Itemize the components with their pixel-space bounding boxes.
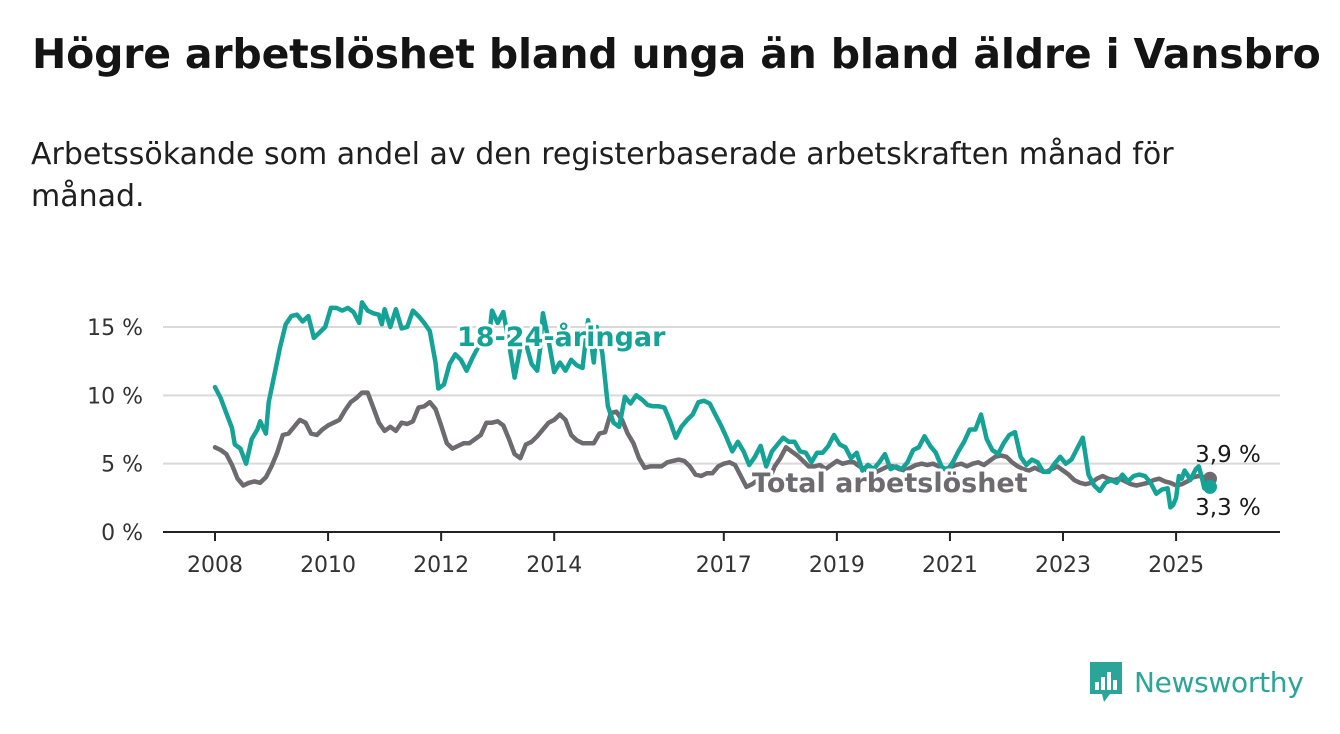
y-tick-label: 10 % [87, 384, 143, 409]
chart-title: Högre arbetslöshet bland unga än bland ä… [32, 30, 1321, 78]
chart-subtitle: Arbetssökande som andel av den registerb… [31, 137, 1174, 214]
y-tick-label: 5 % [101, 453, 143, 478]
x-tick-label: 2019 [809, 553, 865, 578]
newsworthy-logo: Newsworthy [1088, 660, 1304, 704]
series-label-total: Total arbetslöshet [752, 468, 1028, 499]
x-tick-label: 2008 [187, 553, 243, 578]
bar-chart-logo-icon [1090, 662, 1122, 702]
series-label-youth-halo: 18-24-åringar [457, 321, 666, 353]
x-tick-label: 2017 [696, 553, 752, 578]
series-label-total-halo: Total arbetslöshet [752, 468, 1028, 499]
series-label-youth: 18-24-åringar [457, 321, 666, 353]
end-value-total: 3,9 % [1195, 442, 1261, 468]
x-tick-label: 2012 [413, 553, 469, 578]
y-tick-label: 0 % [101, 521, 143, 546]
y-tick-label: 15 % [87, 316, 143, 341]
x-tick-label: 2010 [300, 553, 356, 578]
x-tick-label: 2014 [526, 553, 582, 578]
x-tick-label: 2025 [1148, 553, 1204, 578]
end-value-youth: 3,3 % [1195, 495, 1261, 521]
end-point-youth [1203, 479, 1217, 494]
x-tick-label: 2023 [1035, 553, 1091, 578]
series-line-youth [212, 300, 1213, 510]
brand-name: Newsworthy [1134, 665, 1304, 699]
x-tick-label: 2021 [922, 553, 978, 578]
